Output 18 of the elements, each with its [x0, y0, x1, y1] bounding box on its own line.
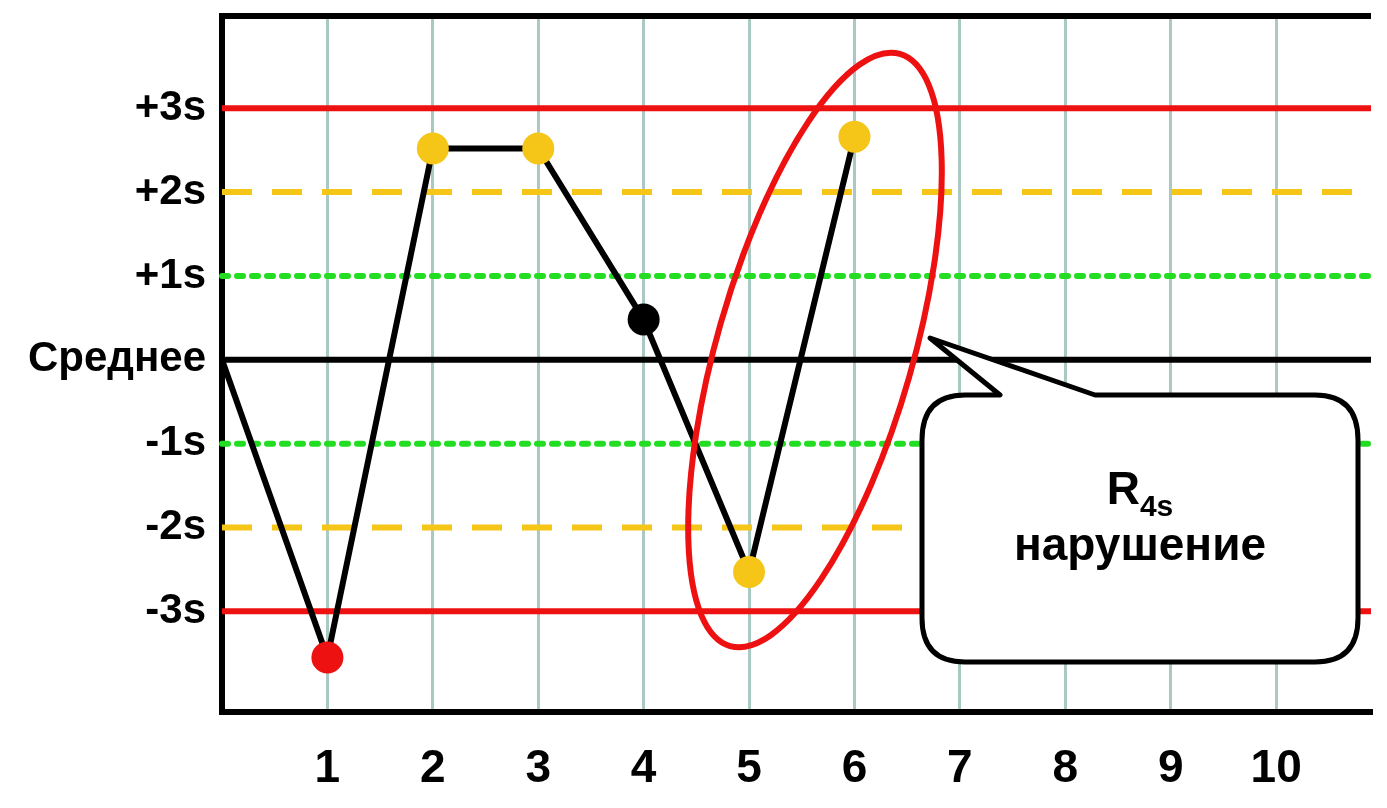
annotation: R$_{4s}$ нарушение	[1013, 461, 1267, 572]
x-tick-label: 9	[1157, 740, 1184, 793]
y-tick-label: -2s	[145, 501, 206, 549]
y-tick-label: +2s	[134, 165, 206, 213]
x-tick-label: 10	[1250, 740, 1302, 793]
y-tick-label: +1s	[134, 249, 206, 297]
x-tick-label: 8	[1052, 740, 1079, 793]
x-tick-label: 4	[630, 740, 657, 793]
x-tick-label: 2	[420, 740, 446, 793]
x-tick-label: 5	[736, 740, 762, 793]
x-tick-label: 1	[314, 740, 341, 793]
y-tick-label: +3s	[134, 81, 206, 129]
x-tick-label: 6	[841, 740, 868, 793]
y-tick-label: Среднее	[27, 333, 206, 381]
y-tick-label: -3s	[145, 584, 206, 632]
x-tick-label: 3	[525, 740, 552, 793]
y-tick-label: -1s	[145, 417, 206, 465]
x-tick-label: 7	[947, 740, 973, 793]
